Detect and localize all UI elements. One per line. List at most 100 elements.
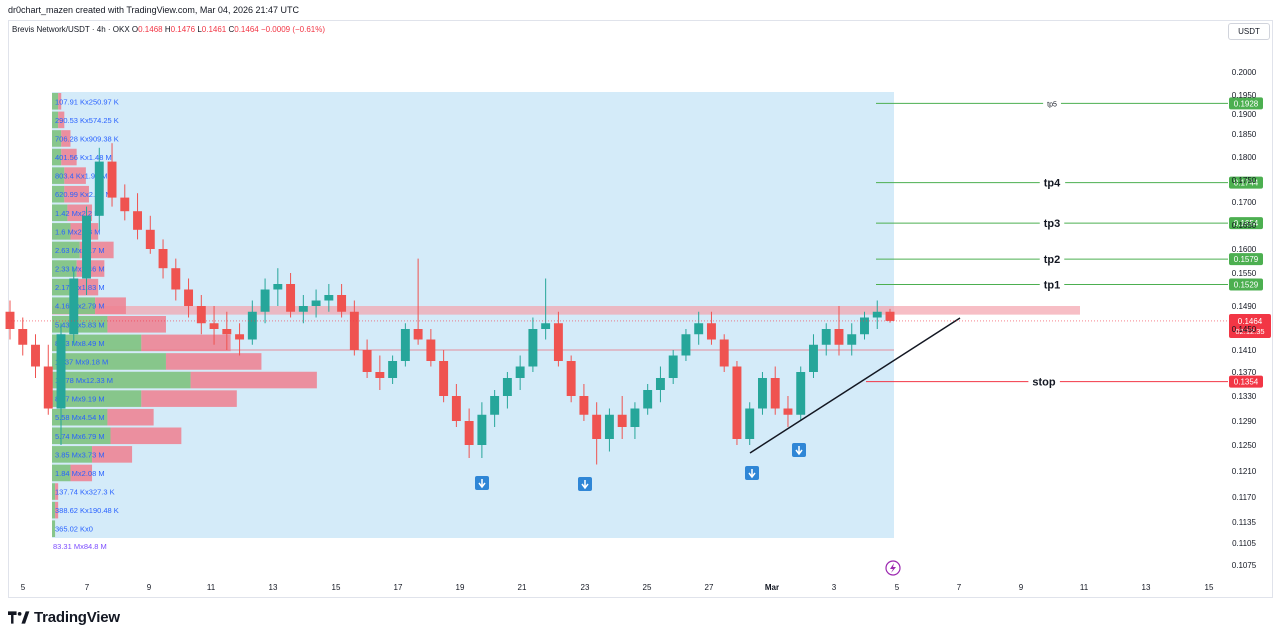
candle-body: [337, 295, 347, 312]
y-tick-label: 0.1800: [1232, 153, 1257, 162]
candle-body: [439, 361, 449, 396]
y-tick-label: 0.1075: [1232, 561, 1257, 570]
candle-body: [541, 323, 551, 329]
candle-body: [184, 289, 194, 306]
price-tag-tp3: [1229, 217, 1263, 230]
candle-body: [426, 339, 436, 361]
x-tick-label: 3: [832, 583, 837, 592]
level-label-stop: stop: [1032, 377, 1056, 389]
y-tick-label: 0.1170: [1232, 493, 1256, 502]
volume-profile-label: 2.17 Mx1.83 M: [55, 283, 105, 292]
volume-profile-total: 83.31 Mx84.8 M: [53, 542, 107, 551]
candle-body: [706, 323, 716, 340]
y-tick-label: 0.1290: [1232, 417, 1257, 426]
volume-profile-label: 5.74 Mx6.79 M: [55, 432, 105, 441]
candle-body: [5, 311, 15, 329]
volume-profile-down-bar: [58, 111, 65, 129]
candle-body: [18, 329, 28, 345]
candle-body: [604, 414, 614, 439]
volume-profile-up-bar: [52, 427, 111, 445]
symbol-name: Brevis Network/USDT · 4h · OKX: [12, 25, 130, 34]
volume-profile-label: 107.91 Kx250.97 K: [55, 97, 119, 106]
tradingview-logo[interactable]: TradingView: [8, 609, 120, 626]
candle-body: [821, 329, 831, 345]
candle-body: [579, 396, 589, 415]
volume-profile-up-bar: [52, 260, 77, 277]
volume-profile-up-bar: [52, 223, 71, 240]
volume-profile-up-bar: [52, 408, 108, 426]
volume-profile-up-bar: [52, 464, 71, 482]
volume-profile-down-bar: [55, 501, 59, 519]
high-value: 0.1476: [170, 25, 196, 34]
candle-body: [745, 408, 755, 439]
volume-profile-label: 137.74 Kx327.3 K: [55, 488, 115, 497]
volume-profile-up-bar: [52, 371, 191, 389]
candle-body: [260, 289, 270, 312]
x-tick-label: 17: [394, 583, 403, 592]
candle-body: [247, 311, 257, 340]
x-tick-label: 13: [269, 583, 278, 592]
lightning-icon: [885, 560, 901, 576]
analysis-zone: [52, 92, 894, 538]
level-label-bg: [1039, 278, 1065, 293]
volume-profile-down-bar: [70, 464, 93, 482]
y-tick-label: 0.1210: [1232, 467, 1257, 476]
x-tick-label: 5: [21, 583, 26, 592]
ascending-trendline: [749, 317, 961, 454]
volume-profile-label: 11.37 Mx9.18 M: [55, 357, 108, 366]
candle-body: [872, 311, 882, 318]
x-tick-label: 27: [705, 583, 714, 592]
volume-profile-up-bar: [52, 167, 65, 184]
price-chart[interactable]: 107.91 Kx250.97 K 290.53 Kx574.25 K 706.28…: [0, 0, 1280, 600]
candle-body: [298, 306, 308, 312]
candle-body: [451, 396, 461, 421]
x-tick-label: 19: [456, 583, 465, 592]
volume-profile-up-bar: [52, 204, 68, 222]
level-label-tp4: tp4: [1044, 178, 1061, 190]
candle-body: [120, 197, 130, 212]
price-tag-tp4: [1229, 176, 1263, 189]
candle-body: [324, 295, 334, 301]
y-tick-label: 0.1105: [1232, 539, 1256, 548]
volume-profile-down-bar: [61, 148, 77, 166]
candle-body: [770, 378, 780, 409]
volume-profile-label: 388.62 Kx190.48 K: [55, 506, 119, 515]
price-tag-stop: [1229, 375, 1263, 388]
x-tick-label: 21: [518, 583, 527, 592]
volume-profile-down-bar: [107, 316, 166, 333]
volume-profile-label: 706.28 Kx909.38 K: [55, 134, 119, 143]
y-tick-label: 0.1250: [1232, 441, 1257, 450]
candle-body: [528, 329, 538, 367]
y-tick-label: 0.1700: [1232, 198, 1257, 207]
low-value: 0.1461: [201, 25, 227, 34]
level-label-bg: [1039, 253, 1065, 268]
open-value: 0.1468: [138, 25, 163, 34]
price-tag-text-stop: 0.1354: [1234, 378, 1259, 387]
candle-body: [388, 361, 398, 378]
candle-body: [31, 344, 40, 367]
volume-profile-up-bar: [52, 353, 166, 370]
candle-body: [732, 366, 742, 439]
y-tick-label: 0.1410: [1232, 346, 1257, 355]
price-tag-tp1: [1229, 278, 1263, 291]
currency-selector[interactable]: USDT: [1228, 23, 1270, 40]
volume-profile-label: 5.58 Mx4.54 M: [55, 413, 105, 422]
volume-profile-label: 8.97 Mx9.19 M: [55, 395, 105, 404]
tradingview-mark-icon: [8, 611, 30, 624]
volume-profile-label: 620.99 Kx2.19 M: [55, 190, 112, 199]
volume-profile-up-bar: [52, 316, 108, 333]
volume-profile-down-bar: [61, 130, 71, 147]
candle-body: [107, 161, 117, 198]
candle-body: [349, 311, 359, 350]
price-tag-text-tp4: 0.1744: [1234, 179, 1259, 188]
volume-profile-down-bar: [58, 93, 62, 110]
price-tag-text-tp3: 0.1654: [1234, 219, 1259, 228]
x-tick-label: 15: [332, 583, 341, 592]
low-label: L: [197, 25, 202, 34]
volume-profile-label: 5.43 Mx5.83 M: [55, 320, 105, 329]
volume-profile-up-bar: [52, 111, 59, 129]
tradingview-wordmark: TradingView: [34, 609, 120, 626]
x-tick-label: Mar: [765, 583, 779, 592]
volume-profile-down-bar: [190, 371, 317, 389]
y-tick-label: 0.1750: [1232, 176, 1257, 185]
